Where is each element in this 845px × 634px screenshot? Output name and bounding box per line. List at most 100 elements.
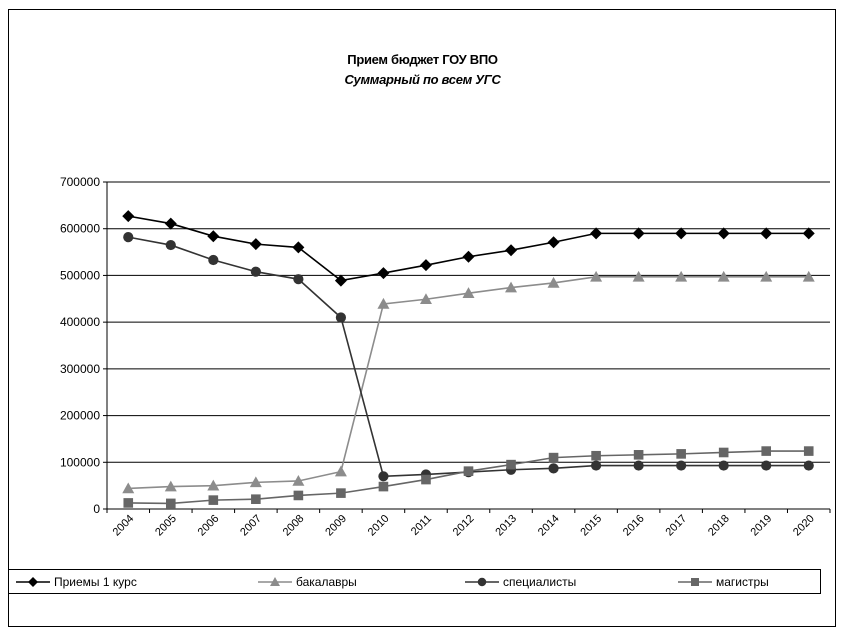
y-tick-label: 200000: [60, 409, 100, 423]
x-tick-label: 2008: [281, 513, 307, 539]
data-point-diamond: [249, 238, 262, 251]
data-point-circle: [165, 239, 176, 251]
data-point-square: [506, 459, 516, 470]
data-point-triangle: [334, 465, 347, 477]
x-tick-label: 2005: [153, 513, 179, 539]
data-point-square: [123, 498, 134, 508]
x-tick-label: 2020: [791, 513, 817, 539]
data-point-triangle: [802, 270, 815, 282]
chart-title: Прием бюджет ГОУ ВПО: [347, 52, 498, 67]
square-icon: [678, 577, 712, 586]
legend-item-diamond: Приемы 1 курс: [15, 570, 137, 593]
data-point-square: [761, 446, 772, 456]
data-point-diamond: [760, 227, 773, 240]
data-point-diamond: [164, 217, 177, 230]
y-tick-label: 700000: [60, 175, 100, 189]
y-tick-label: 500000: [60, 268, 100, 282]
y-tick-label: 0: [93, 502, 100, 516]
data-point-square: [803, 446, 814, 456]
data-point-triangle: [590, 270, 603, 282]
data-point-circle: [208, 254, 219, 266]
data-point-diamond: [419, 259, 432, 272]
data-point-diamond: [334, 274, 347, 287]
data-point-circle: [803, 460, 814, 471]
data-point-diamond: [590, 227, 603, 240]
legend-marker: [28, 576, 38, 587]
legend-label: специалисты: [503, 574, 577, 589]
data-point-diamond: [717, 227, 730, 240]
data-point-circle: [123, 232, 134, 243]
data-point-square: [293, 490, 304, 501]
x-tick-label: 2015: [578, 513, 604, 539]
chart-area: [8, 9, 836, 627]
data-point-triangle: [505, 281, 518, 293]
data-point-triangle: [164, 480, 177, 492]
data-point-circle: [293, 274, 304, 285]
y-tick-label: 100000: [60, 455, 100, 469]
data-point-square: [633, 450, 644, 460]
data-point-square: [251, 494, 261, 504]
data-point-triangle: [462, 287, 475, 298]
y-tick-label: 300000: [60, 362, 100, 376]
data-point-diamond: [632, 227, 645, 240]
data-point-square: [591, 450, 601, 461]
legend-label: бакалавры: [296, 574, 357, 589]
data-point-circle: [633, 460, 644, 471]
legend-label: магистры: [716, 574, 769, 589]
x-tick-label: 2016: [621, 513, 647, 539]
data-point-square: [165, 498, 176, 509]
series-line-diamond: [128, 215, 809, 282]
data-point-triangle: [547, 276, 560, 288]
chart-subtitle: Суммарный по всем УГС: [344, 72, 501, 87]
x-tick-label: 2012: [451, 513, 477, 539]
x-tick-label: 2011: [409, 513, 434, 538]
data-point-diamond: [122, 210, 135, 223]
data-point-square: [676, 449, 686, 459]
data-point-diamond: [547, 236, 560, 249]
legend-marker: [477, 577, 487, 586]
legend-label: Приемы 1 курс: [54, 574, 137, 589]
data-point-diamond: [377, 267, 390, 280]
data-point-diamond: [292, 241, 305, 254]
data-point-circle: [335, 312, 347, 323]
data-point-square: [463, 466, 474, 476]
data-point-diamond: [462, 250, 475, 263]
x-tick-label: 2010: [366, 513, 392, 539]
x-tick-label: 2018: [706, 513, 732, 539]
data-point-circle: [761, 460, 772, 471]
x-tick-label: 2009: [323, 513, 349, 539]
x-tick-label: 2017: [663, 513, 689, 539]
data-point-triangle: [249, 476, 262, 488]
legend-marker: [270, 576, 280, 586]
series-line-square: [128, 450, 809, 505]
x-tick-label: 2019: [749, 513, 775, 539]
data-point-circle: [548, 463, 559, 474]
data-point-triangle: [717, 270, 730, 282]
data-point-square: [378, 481, 389, 492]
x-tick-label: 2004: [111, 513, 137, 539]
data-point-triangle: [632, 270, 645, 282]
legend-item-square: магистры: [677, 570, 769, 593]
y-tick-label: 400000: [60, 315, 100, 329]
y-tick-label: 600000: [60, 222, 100, 236]
data-point-circle: [676, 460, 687, 471]
data-point-triangle: [207, 479, 220, 491]
data-point-square: [421, 474, 431, 485]
data-point-diamond: [675, 227, 688, 240]
data-point-triangle: [675, 270, 688, 282]
data-point-triangle: [292, 474, 305, 486]
data-point-triangle: [377, 297, 390, 309]
legend-marker: [691, 577, 699, 586]
data-point-circle: [590, 460, 602, 471]
x-tick-label: 2014: [536, 513, 562, 539]
triangle-icon: [258, 576, 292, 586]
data-point-circle: [378, 471, 389, 482]
data-point-diamond: [207, 230, 220, 243]
data-point-diamond: [505, 244, 518, 257]
data-point-square: [548, 452, 559, 463]
chart-legend: Приемы 1 курс бакалавры специалисты магистр…: [8, 569, 821, 594]
x-tick-label: 2006: [196, 513, 222, 539]
x-tick-label: 2007: [238, 513, 264, 539]
data-point-triangle: [122, 482, 135, 494]
